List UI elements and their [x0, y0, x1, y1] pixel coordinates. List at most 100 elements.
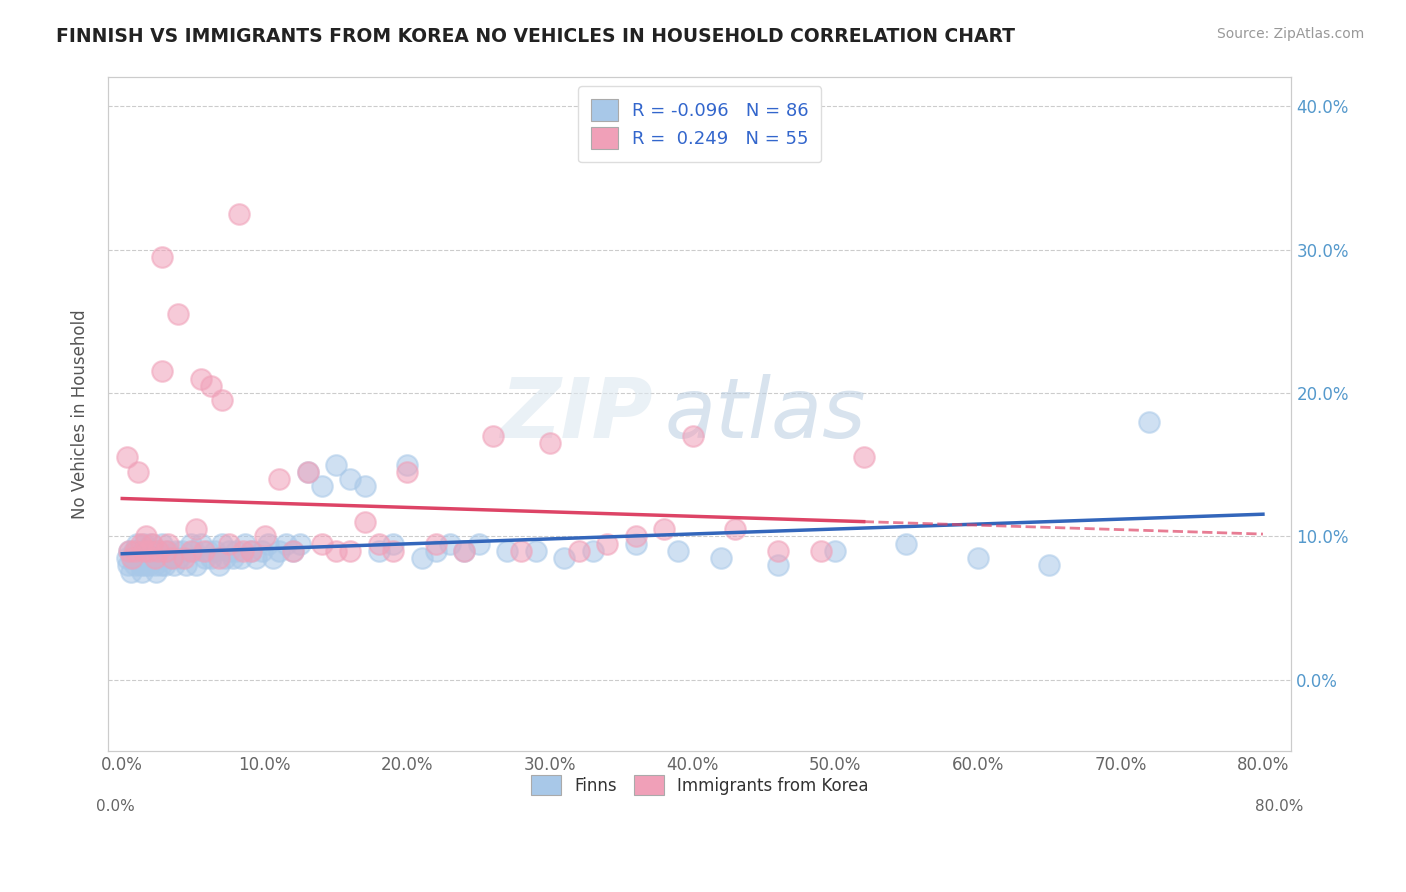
Point: [153, 558, 176, 572]
Text: 80.0%: 80.0%: [1256, 798, 1303, 814]
Point: [411, 550, 433, 565]
Point: [208, 550, 231, 565]
Point: [208, 558, 231, 572]
Point: [524, 543, 547, 558]
Point: [172, 543, 194, 558]
Point: [666, 543, 689, 558]
Point: [682, 429, 704, 443]
Point: [297, 465, 319, 479]
Point: [766, 543, 789, 558]
Point: [162, 558, 184, 572]
Point: [1137, 415, 1160, 429]
Point: [145, 565, 167, 579]
Text: atlas: atlas: [664, 374, 866, 455]
Point: [253, 529, 276, 543]
Legend: Finns, Immigrants from Korea: Finns, Immigrants from Korea: [523, 767, 877, 804]
Point: [510, 543, 533, 558]
Point: [339, 472, 361, 486]
Point: [142, 543, 165, 558]
Point: [810, 543, 832, 558]
Point: [143, 550, 166, 565]
Point: [496, 543, 519, 558]
Point: [197, 543, 219, 558]
Point: [297, 465, 319, 479]
Point: [382, 536, 405, 550]
Point: [396, 458, 419, 472]
Point: [138, 558, 160, 572]
Point: [339, 543, 361, 558]
Point: [233, 536, 256, 550]
Point: [129, 558, 152, 572]
Point: [382, 543, 405, 558]
Point: [115, 550, 138, 565]
Point: [143, 558, 166, 572]
Point: [425, 543, 447, 558]
Text: FINNISH VS IMMIGRANTS FROM KOREA NO VEHICLES IN HOUSEHOLD CORRELATION CHART: FINNISH VS IMMIGRANTS FROM KOREA NO VEHI…: [56, 27, 1015, 45]
Point: [482, 429, 505, 443]
Point: [186, 558, 208, 572]
Point: [135, 529, 157, 543]
Point: [232, 543, 254, 558]
Point: [966, 550, 988, 565]
Point: [155, 543, 177, 558]
Point: [218, 536, 240, 550]
Point: [283, 543, 305, 558]
Point: [396, 465, 419, 479]
Point: [624, 529, 647, 543]
Point: [211, 536, 233, 550]
Point: [149, 558, 172, 572]
Point: [353, 479, 375, 493]
Point: [121, 550, 143, 565]
Point: [325, 543, 347, 558]
Point: [290, 536, 312, 550]
Point: [582, 543, 605, 558]
Point: [135, 543, 157, 558]
Text: ZIP: ZIP: [499, 374, 652, 455]
Point: [125, 536, 148, 550]
Point: [127, 550, 149, 565]
Point: [190, 536, 212, 550]
Point: [239, 543, 262, 558]
Point: [139, 536, 162, 550]
Point: [122, 543, 145, 558]
Point: [150, 364, 173, 378]
Point: [1038, 558, 1060, 572]
Point: [160, 550, 183, 565]
Point: [150, 536, 173, 550]
Point: [353, 515, 375, 529]
Point: [146, 543, 169, 558]
Point: [132, 536, 155, 550]
Point: [239, 543, 262, 558]
Point: [128, 543, 150, 558]
Point: [269, 543, 291, 558]
Point: [134, 558, 156, 572]
Point: [367, 536, 389, 550]
Point: [200, 550, 222, 565]
Point: [124, 558, 146, 572]
Y-axis label: No Vehicles in Household: No Vehicles in Household: [72, 310, 89, 519]
Point: [193, 543, 215, 558]
Point: [222, 550, 245, 565]
Point: [896, 536, 918, 550]
Point: [132, 543, 155, 558]
Point: [311, 479, 333, 493]
Point: [225, 543, 247, 558]
Point: [200, 378, 222, 392]
Point: [180, 536, 202, 550]
Point: [766, 558, 789, 572]
Point: [229, 550, 252, 565]
Point: [173, 550, 195, 565]
Point: [190, 371, 212, 385]
Point: [652, 522, 675, 536]
Point: [194, 550, 217, 565]
Point: [624, 536, 647, 550]
Point: [136, 550, 159, 565]
Point: [596, 536, 619, 550]
Point: [325, 458, 347, 472]
Point: [156, 536, 179, 550]
Point: [180, 543, 202, 558]
Point: [141, 550, 163, 565]
Point: [156, 543, 179, 558]
Point: [118, 543, 141, 558]
Point: [150, 250, 173, 264]
